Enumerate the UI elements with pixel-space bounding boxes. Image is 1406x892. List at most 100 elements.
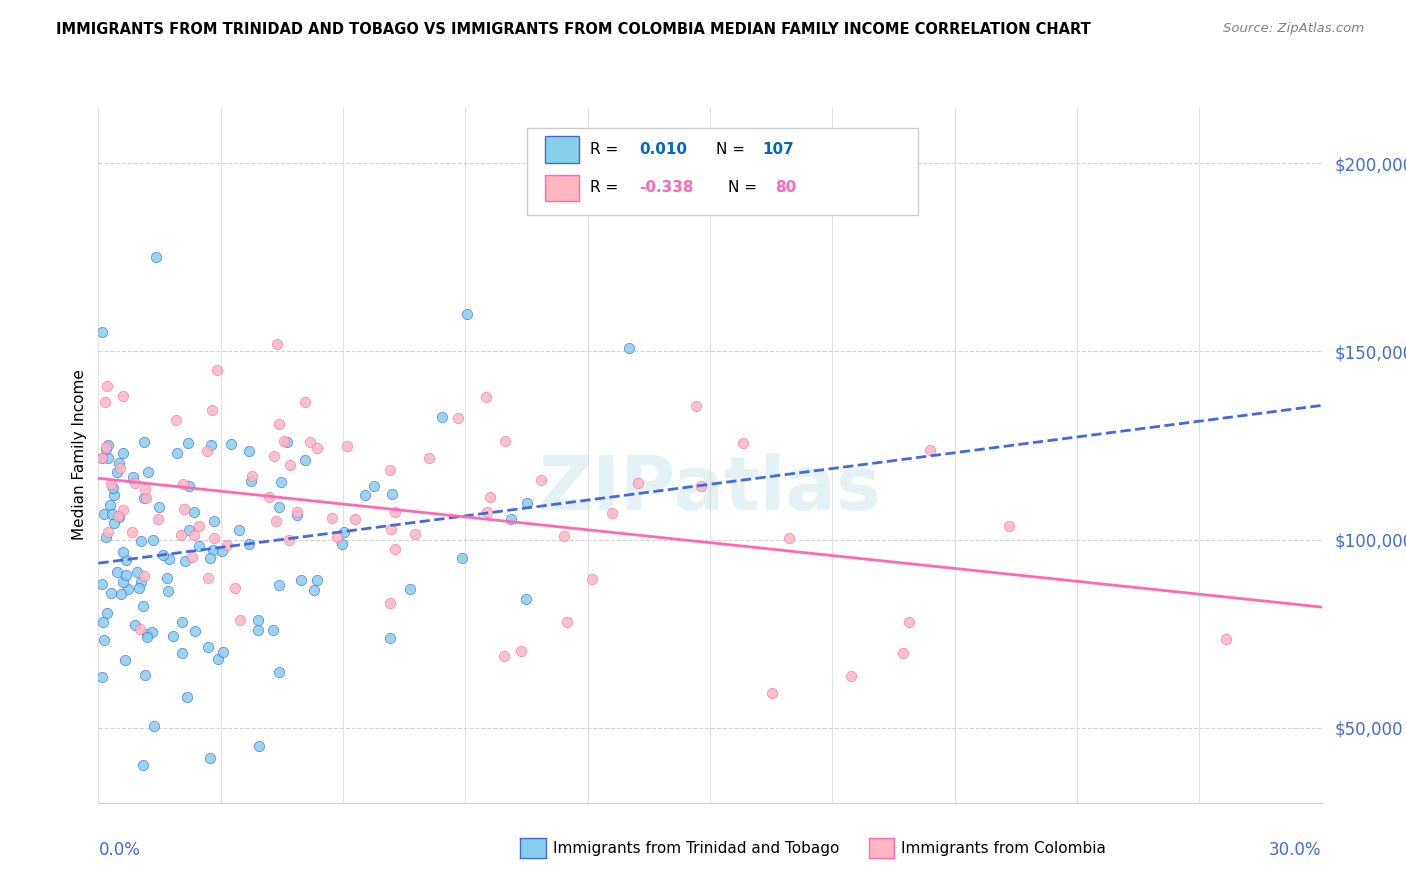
Point	[108, 509, 131, 524]
Point	[430, 410, 453, 425]
Point	[112, 575, 135, 590]
Text: ZIPatlas: ZIPatlas	[538, 453, 882, 526]
Point	[404, 527, 426, 541]
Point	[156, 571, 179, 585]
Point	[202, 531, 225, 545]
Point	[294, 394, 316, 409]
Point	[321, 510, 343, 524]
Point	[100, 476, 122, 491]
Point	[101, 507, 124, 521]
Point	[132, 599, 155, 613]
Text: 0.0%: 0.0%	[98, 841, 141, 859]
Point	[96, 378, 118, 392]
Point	[287, 505, 309, 519]
Point	[107, 508, 129, 523]
Point	[262, 623, 284, 637]
Point	[617, 341, 640, 355]
Point	[132, 435, 155, 450]
Point	[146, 512, 169, 526]
Point	[363, 479, 385, 493]
Point	[136, 465, 159, 479]
Point	[91, 451, 114, 466]
Point	[165, 412, 187, 426]
Point	[298, 435, 321, 450]
FancyBboxPatch shape	[546, 175, 579, 201]
Text: N =: N =	[716, 142, 749, 157]
Point	[183, 528, 205, 542]
Point	[111, 503, 134, 517]
Point	[135, 627, 157, 641]
Point	[117, 582, 139, 596]
Point	[188, 518, 211, 533]
Point	[761, 686, 783, 700]
Point	[128, 581, 150, 595]
Text: Source: ZipAtlas.com: Source: ZipAtlas.com	[1223, 22, 1364, 36]
Text: 0.010: 0.010	[640, 142, 688, 157]
Point	[132, 491, 155, 505]
Point	[103, 481, 125, 495]
Point	[269, 417, 291, 432]
Point	[184, 624, 207, 639]
Point	[198, 750, 221, 764]
Point	[690, 479, 713, 493]
Y-axis label: Median Family Income: Median Family Income	[72, 369, 87, 541]
Point	[93, 395, 115, 409]
Point	[277, 533, 299, 547]
Point	[97, 525, 120, 540]
Point	[381, 487, 404, 501]
Point	[380, 522, 402, 536]
Point	[247, 623, 270, 637]
Point	[270, 475, 292, 489]
Text: -0.338: -0.338	[640, 180, 693, 195]
Point	[162, 629, 184, 643]
Point	[98, 498, 121, 512]
Point	[91, 450, 114, 465]
Point	[557, 615, 579, 629]
Text: IMMIGRANTS FROM TRINIDAD AND TOBAGO VS IMMIGRANTS FROM COLOMBIA MEDIAN FAMILY IN: IMMIGRANTS FROM TRINIDAD AND TOBAGO VS I…	[56, 22, 1091, 37]
Point	[384, 541, 406, 556]
Point	[211, 543, 233, 558]
Point	[304, 583, 326, 598]
Point	[266, 337, 288, 351]
Point	[142, 533, 165, 547]
Text: 80: 80	[775, 180, 796, 195]
Point	[112, 545, 135, 559]
Point	[134, 482, 156, 496]
Point	[124, 476, 146, 491]
Point	[330, 537, 353, 551]
Text: Immigrants from Colombia: Immigrants from Colombia	[901, 841, 1107, 855]
Point	[176, 690, 198, 704]
Point	[100, 586, 122, 600]
Point	[188, 539, 211, 553]
Point	[685, 400, 707, 414]
Point	[91, 325, 114, 339]
Point	[294, 452, 316, 467]
Point	[127, 565, 149, 579]
Point	[494, 434, 516, 449]
Point	[305, 573, 328, 587]
Point	[132, 758, 155, 772]
Point	[581, 573, 603, 587]
Point	[200, 438, 222, 452]
Point	[207, 362, 229, 376]
Point	[198, 550, 221, 565]
Point	[418, 451, 440, 466]
Point	[269, 578, 291, 592]
Point	[224, 581, 246, 595]
Point	[145, 251, 167, 265]
Point	[96, 442, 118, 456]
Point	[93, 507, 115, 521]
Point	[510, 644, 533, 658]
Point	[276, 435, 298, 450]
Point	[105, 465, 128, 479]
Point	[141, 624, 163, 639]
Text: Immigrants from Trinidad and Tobago: Immigrants from Trinidad and Tobago	[553, 841, 839, 855]
Point	[94, 440, 117, 454]
Point	[530, 473, 553, 487]
Point	[211, 645, 233, 659]
Point	[898, 615, 921, 630]
Point	[103, 488, 125, 502]
Point	[839, 668, 862, 682]
Point	[96, 606, 118, 620]
Point	[492, 649, 515, 664]
